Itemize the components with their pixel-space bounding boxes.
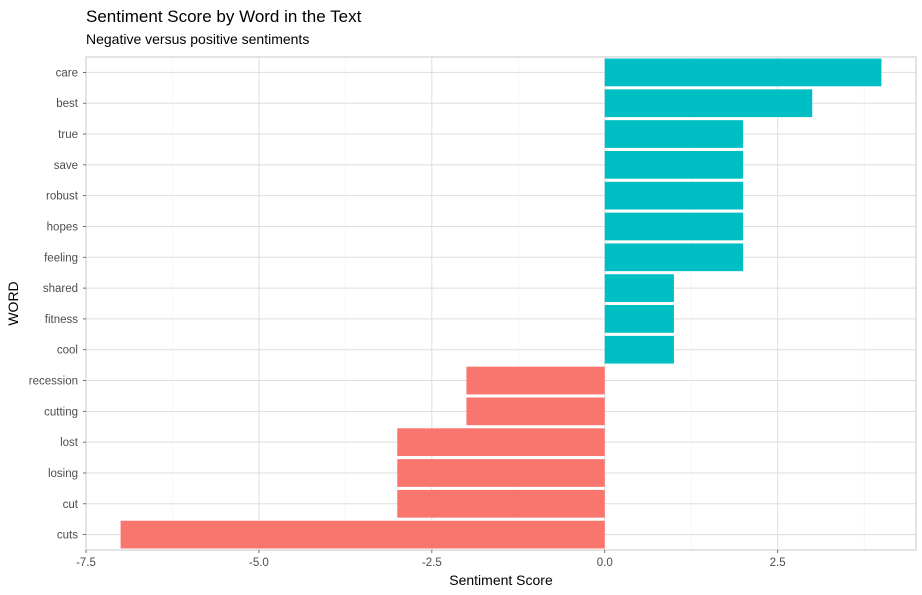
chart-subtitle: Negative versus positive sentiments xyxy=(86,31,309,47)
bar-true xyxy=(604,120,744,148)
bar-cut xyxy=(397,489,605,518)
bar-losing xyxy=(397,459,605,487)
bar-best xyxy=(604,89,813,118)
y-tick-label-care: care xyxy=(56,67,78,79)
bar-cool xyxy=(604,335,674,364)
x-tick-label: -2.5 xyxy=(422,557,442,569)
bar-save xyxy=(604,150,744,179)
bar-cutting xyxy=(466,397,605,426)
y-tick-label-robust: robust xyxy=(46,191,79,203)
y-tick-label-best: best xyxy=(56,98,79,110)
y-tick-label-shared: shared xyxy=(43,283,78,295)
chart-title: Sentiment Score by Word in the Text xyxy=(86,7,362,26)
bar-care xyxy=(604,58,882,87)
bar-hopes xyxy=(604,212,744,241)
y-tick-label-fitness: fitness xyxy=(45,314,78,326)
x-axis-ticks: -7.5 -5.0 -2.5 0.0 2.5 xyxy=(76,550,786,569)
x-tick-label: -7.5 xyxy=(76,557,96,569)
plot-panel-border xyxy=(85,56,917,551)
y-axis-title: WORD xyxy=(5,281,21,325)
y-tick-label-hopes: hopes xyxy=(47,221,79,233)
y-tick-label-feeling: feeling xyxy=(44,252,78,264)
x-tick-label: 2.5 xyxy=(770,557,786,569)
x-tick-label: 0.0 xyxy=(597,557,613,569)
y-tick-label-lost: lost xyxy=(60,437,79,449)
x-axis-title: Sentiment Score xyxy=(449,572,553,588)
bar-robust xyxy=(604,181,744,210)
y-tick-label-cut: cut xyxy=(63,499,79,511)
y-tick-label-losing: losing xyxy=(48,468,78,480)
y-tick-label-true: true xyxy=(58,129,78,141)
bar-fitness xyxy=(604,305,674,333)
bar-recession xyxy=(466,366,605,395)
bar-lost xyxy=(397,428,605,457)
bar-cuts xyxy=(120,520,605,549)
y-tick-label-cuts: cuts xyxy=(57,530,78,542)
y-axis-ticks: care best true save robust hopes feeling shared… xyxy=(29,67,86,542)
y-tick-label-save: save xyxy=(54,160,78,172)
y-tick-label-recession: recession xyxy=(29,376,78,388)
y-tick-label-cool: cool xyxy=(57,345,78,357)
bar-feeling xyxy=(604,243,744,272)
bar-shared xyxy=(604,274,674,302)
y-tick-label-cutting: cutting xyxy=(44,406,78,418)
x-tick-label: -5.0 xyxy=(249,557,269,569)
bars xyxy=(120,58,882,549)
